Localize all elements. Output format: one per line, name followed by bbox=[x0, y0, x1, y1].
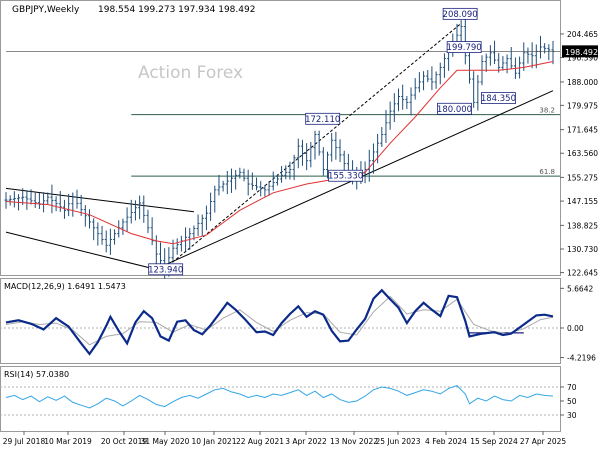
price-annotation-label: 123.940 bbox=[148, 265, 183, 275]
fib-level-label: 38.2 bbox=[539, 107, 555, 115]
watermark-text: Action Forex bbox=[138, 63, 243, 83]
price-annotation-box bbox=[481, 92, 516, 105]
price-axis-label: 122.645 bbox=[567, 269, 598, 278]
rsi-line bbox=[5, 385, 554, 409]
x-axis-label: 20 Oct 2019 bbox=[101, 437, 148, 446]
macd-title: MACD(12,26,9) 1.6491 1.5473 bbox=[4, 282, 126, 291]
price-annotation-label: 199.790 bbox=[447, 43, 482, 53]
rsi-axis-label: 30 bbox=[567, 411, 577, 420]
macd-panel bbox=[0, 288, 560, 356]
macd-axis-label: -4.2196 bbox=[567, 354, 596, 363]
price-annotation-box bbox=[305, 112, 341, 125]
chart-ohlc-text: 198.554 199.273 197.934 198.492 bbox=[98, 5, 255, 15]
trend-line bbox=[5, 187, 194, 213]
macd-axis-label: 0.00 bbox=[567, 324, 584, 333]
rsi-title: RSI(14) 57.0380 bbox=[4, 370, 69, 379]
price-annotation-box bbox=[437, 102, 472, 115]
price-axis-label: 204.465 bbox=[567, 30, 598, 39]
x-axis-label: 4 Feb 2024 bbox=[425, 437, 467, 446]
trend-line bbox=[5, 231, 165, 273]
axes: 204.465 196.390 188.000 179.975 171.645 163.5… bbox=[3, 30, 598, 446]
macd-axis-label: 5.6642 bbox=[567, 284, 593, 293]
price-panel: 38.2 61.8 208.090 199.790 180.000 184.350 172.… bbox=[4, 7, 560, 279]
price-axis-label: 147.155 bbox=[567, 197, 598, 206]
price-axis-label: 163.560 bbox=[567, 149, 598, 158]
rsi-axis-label: 50 bbox=[567, 397, 577, 406]
price-axis-label: 155.275 bbox=[567, 173, 598, 182]
x-axis-label: 10 Jan 2021 bbox=[192, 437, 237, 446]
price-annotation-box bbox=[328, 169, 363, 182]
chart-symbol-text: GBPJPY,Weekly bbox=[12, 5, 80, 15]
x-axis-label: 22 Aug 2021 bbox=[236, 437, 284, 446]
moving-average-line bbox=[5, 61, 554, 245]
x-axis-label: 31 May 2020 bbox=[141, 437, 190, 446]
price-annotation-label: 172.110 bbox=[305, 115, 340, 125]
x-axis-label: 3 Apr 2022 bbox=[285, 437, 327, 446]
macd-panel-frame bbox=[0, 278, 561, 364]
price-annotation-label: 155.330 bbox=[328, 172, 363, 182]
x-axis-label: 10 Mar 2019 bbox=[44, 437, 92, 446]
price-axis-label: 171.645 bbox=[567, 126, 598, 135]
current-price-label: 198.492 bbox=[565, 48, 598, 57]
x-axis-label: 27 Apr 2025 bbox=[520, 437, 567, 446]
price-annotation-box bbox=[446, 41, 482, 53]
x-axis-label: 15 Sep 2024 bbox=[470, 437, 518, 446]
price-axis-label: 188.000 bbox=[567, 78, 598, 87]
price-annotation-box bbox=[148, 263, 184, 276]
price-annotation-box bbox=[442, 7, 478, 20]
price-annotation-label: 184.350 bbox=[481, 94, 516, 104]
dashed-trend-line bbox=[164, 22, 462, 270]
current-price-badge bbox=[562, 45, 598, 58]
price-axis-label: 179.975 bbox=[567, 101, 598, 110]
price-axis-label: 138.825 bbox=[567, 221, 598, 230]
macd-line bbox=[5, 288, 554, 356]
rsi-panel bbox=[0, 385, 560, 416]
price-axis-label: 196.390 bbox=[567, 53, 598, 62]
x-axis-label: 29 Jul 2018 bbox=[3, 437, 46, 446]
price-annotation-label: 180.000 bbox=[437, 105, 472, 115]
fib-level-label: 61.8 bbox=[539, 168, 555, 176]
price-axis-label: 130.730 bbox=[567, 245, 598, 254]
x-axis-label: 25 Jun 2023 bbox=[375, 437, 420, 446]
x-axis-label: 13 Nov 2022 bbox=[330, 437, 378, 446]
price-annotation-label: 208.090 bbox=[443, 10, 478, 20]
rsi-axis-label: 70 bbox=[567, 383, 577, 392]
